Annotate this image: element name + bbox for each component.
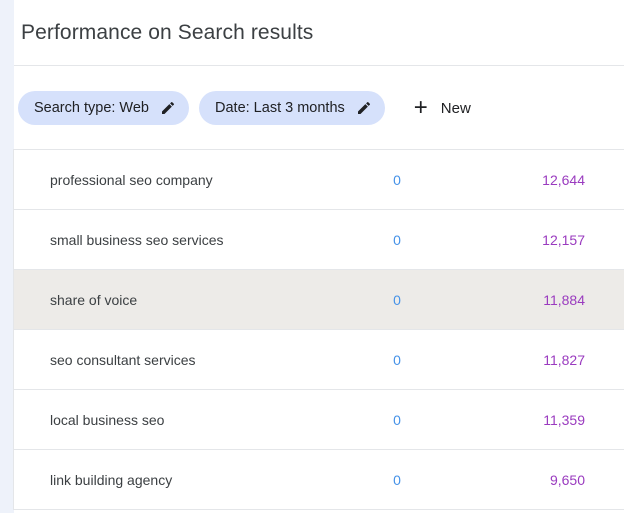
edit-pencil-icon[interactable] [356,100,372,116]
impressions-cell: 12,644 [542,171,585,188]
page-gutter [0,0,14,513]
clicks-cell: 0 [393,231,401,248]
query-cell: professional seo company [50,171,213,188]
clicks-cell: 0 [393,471,401,488]
impressions-cell: 11,359 [543,411,585,428]
clicks-cell: 0 [393,411,401,428]
table-row[interactable]: professional seo company 0 12,644 [14,150,624,210]
new-filter-button[interactable]: + New [408,94,477,121]
impressions-cell: 11,827 [543,351,585,368]
page-title: Performance on Search results [21,20,314,44]
table-row[interactable]: link building agency 0 9,650 [14,450,624,510]
page-header: Performance on Search results [14,0,624,66]
filter-chip-date[interactable]: Date: Last 3 months [199,91,385,125]
query-cell: link building agency [50,471,173,488]
impressions-cell: 9,650 [549,471,585,488]
query-cell: small business seo services [50,231,224,248]
table-row[interactable]: local business seo 0 11,359 [14,390,624,450]
edit-pencil-icon[interactable] [160,100,176,116]
filter-chip-label: Search type: Web [34,100,149,116]
new-filter-label: New [440,99,471,117]
impressions-cell: 12,157 [542,231,585,248]
clicks-cell: 0 [393,351,401,368]
filter-bar: Search type: Web Date: Last 3 months + N… [18,91,624,125]
impressions-cell: 11,884 [543,291,585,308]
table-row[interactable]: seo consultant services 0 11,827 [14,330,624,390]
table-row[interactable]: small business seo services 0 12,157 [14,210,624,270]
query-cell: seo consultant services [50,351,196,368]
query-cell: local business seo [50,411,165,428]
filter-chip-label: Date: Last 3 months [215,100,345,116]
filter-chip-search-type[interactable]: Search type: Web [18,91,189,125]
table-row[interactable]: share of voice 0 11,884 [14,270,624,330]
performance-panel: Performance on Search results Search typ… [13,0,624,513]
queries-table: professional seo company 0 12,644 small … [13,149,624,510]
clicks-cell: 0 [393,171,401,188]
plus-icon: + [413,94,428,121]
query-cell: share of voice [50,291,138,308]
clicks-cell: 0 [393,291,401,308]
